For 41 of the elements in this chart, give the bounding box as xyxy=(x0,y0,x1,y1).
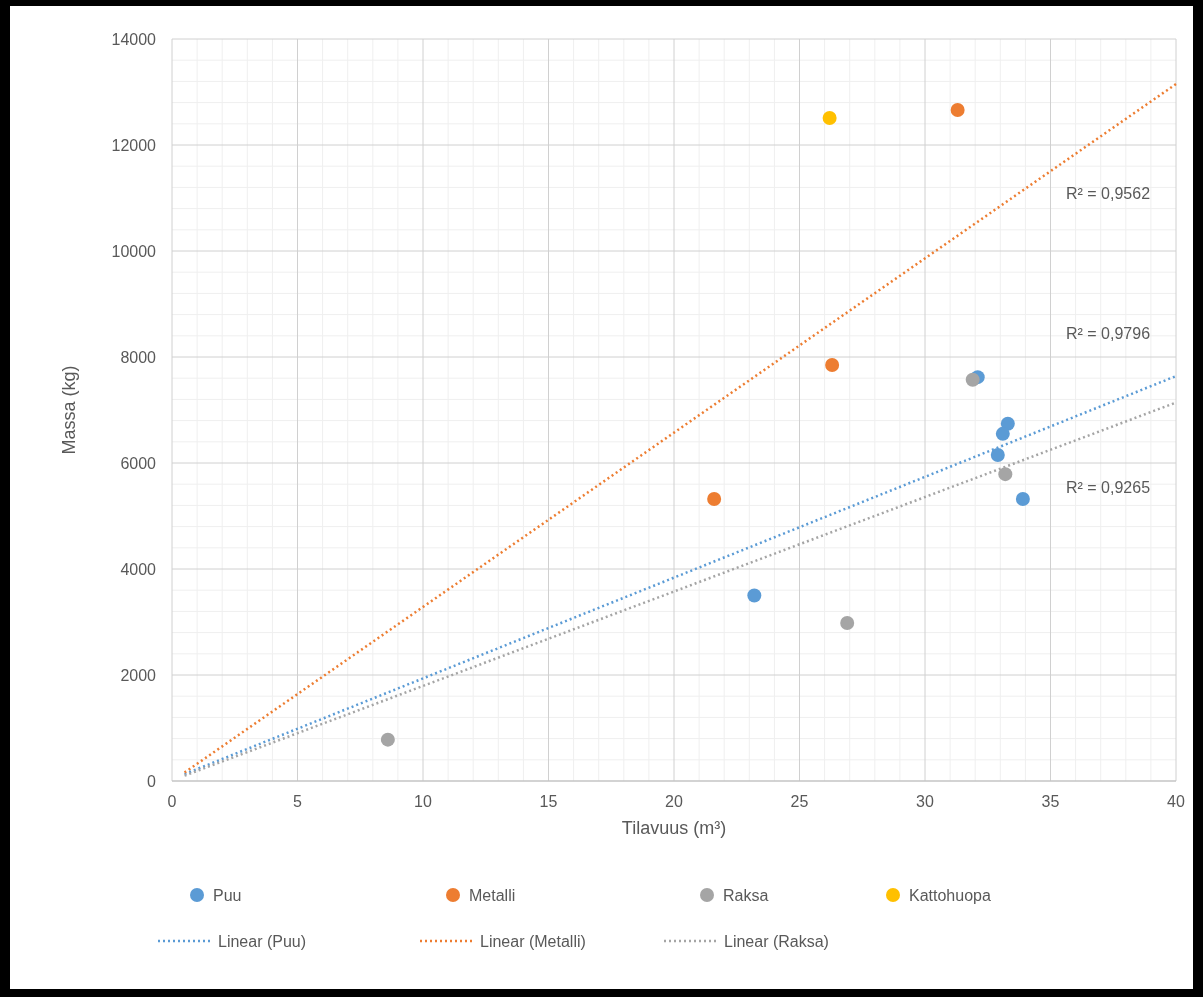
point xyxy=(825,357,840,372)
y-tick-label: 8000 xyxy=(120,349,157,366)
annotation: R² = 0,9265 xyxy=(1065,479,1151,496)
y-tick-label: 6000 xyxy=(120,455,157,472)
point xyxy=(380,732,395,747)
y-tick-label: 0 xyxy=(147,773,157,790)
legend-label: Linear (Metalli) xyxy=(480,933,586,950)
y-tick-label: 12000 xyxy=(111,137,157,154)
point xyxy=(990,448,1005,463)
y-tick-label: 4000 xyxy=(120,561,157,578)
x-tick-label: 25 xyxy=(790,793,809,810)
legend-label: Puu xyxy=(213,887,242,904)
x-tick-label: 35 xyxy=(1041,793,1060,810)
y-tick-label: 2000 xyxy=(120,667,157,684)
point xyxy=(995,426,1010,441)
point xyxy=(840,616,855,631)
legend-label: Metalli xyxy=(469,887,516,904)
point xyxy=(822,110,837,125)
point xyxy=(747,588,762,603)
y-tick-label: 10000 xyxy=(111,243,157,260)
y-axis-title: Massa (kg) xyxy=(59,365,79,455)
y-tick-label: 14000 xyxy=(111,31,157,48)
annotation: R² = 0,9562 xyxy=(1065,185,1151,202)
point xyxy=(950,103,965,118)
point xyxy=(1015,492,1030,507)
x-tick-label: 10 xyxy=(414,793,432,810)
x-tick-label: 40 xyxy=(1167,793,1185,810)
x-axis-title: Tilavuus (m³) xyxy=(621,818,727,838)
legend-label: Linear (Puu) xyxy=(218,933,307,950)
x-tick-label: 15 xyxy=(539,793,558,810)
legend-label: Raksa xyxy=(723,887,769,904)
x-tick-label: 30 xyxy=(916,793,934,810)
x-tick-label: 20 xyxy=(665,793,683,810)
x-tick-label: 5 xyxy=(293,793,303,810)
legend-label: Kattohuopa xyxy=(909,887,991,904)
point xyxy=(998,467,1013,482)
point xyxy=(965,372,980,387)
annotation: R² = 0,9796 xyxy=(1065,325,1151,342)
x-tick-label: 0 xyxy=(167,793,177,810)
point xyxy=(707,492,722,507)
legend-label: Linear (Raksa) xyxy=(724,933,829,950)
